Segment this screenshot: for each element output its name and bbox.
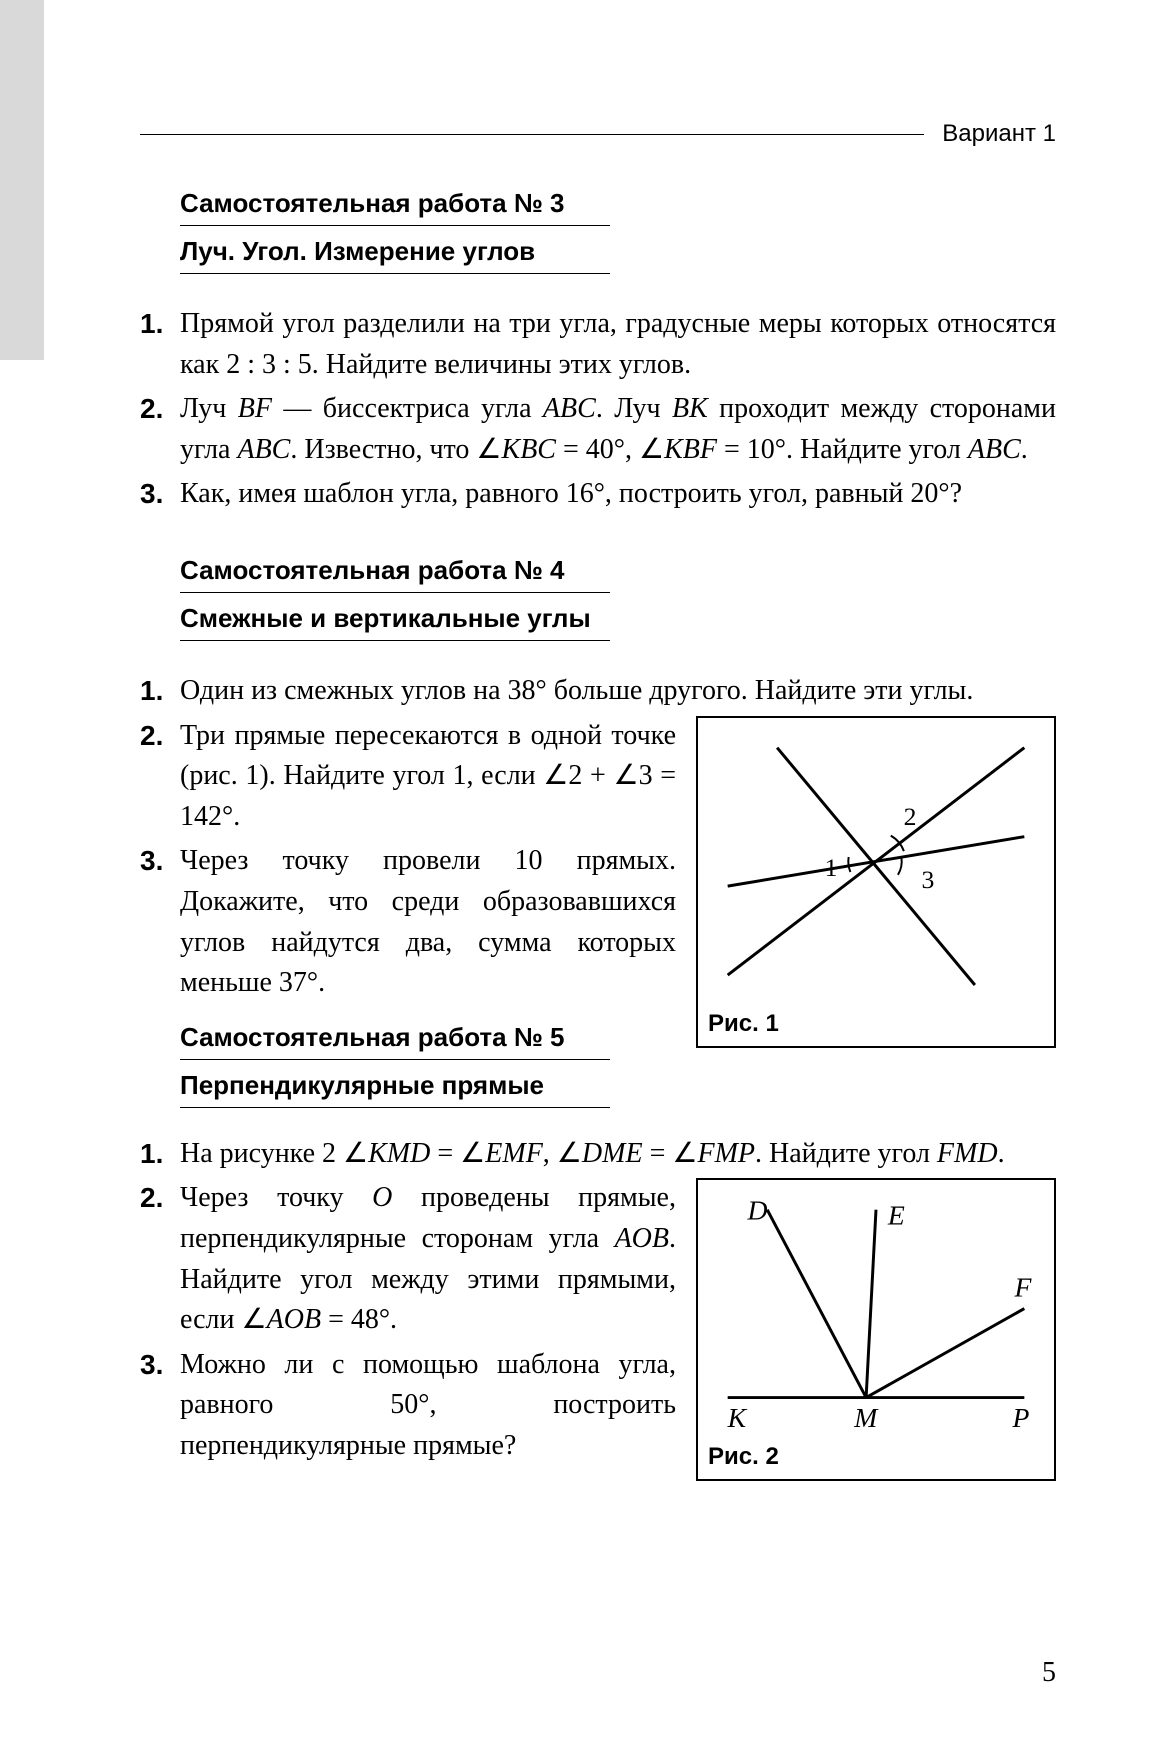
svg-text:F: F — [1013, 1272, 1032, 1303]
problem-number: 2. — [140, 716, 180, 838]
problem-text: Как, имея шаблон угла, равного 16°, пост… — [180, 474, 1056, 515]
figure-1: 1 2 3 Рис. 1 — [696, 716, 1056, 1049]
svg-text:E: E — [887, 1200, 905, 1231]
problem: 2. Три прямые пересекаются в одной точке… — [140, 716, 676, 838]
svg-text:1: 1 — [825, 853, 838, 882]
section-topic: Смежные и вертикальные углы — [180, 603, 610, 641]
problem-number: 3. — [140, 841, 180, 1003]
problem-text: Можно ли с помощью шаблона угла, равного… — [180, 1345, 676, 1467]
problem-number: 3. — [140, 1345, 180, 1467]
section-topic: Перпендикулярные прямые — [180, 1070, 610, 1108]
figure-caption: Рис. 2 — [698, 1437, 1054, 1479]
problem-number: 1. — [140, 1134, 180, 1175]
svg-text:P: P — [1011, 1403, 1029, 1434]
problem-text: Через точку провели 10 прямых. Докажите,… — [180, 841, 676, 1003]
section-4: Самостоятельная работа № 4 Смежные и вер… — [180, 555, 1056, 641]
svg-text:M: M — [853, 1403, 879, 1434]
section-3: Самостоятельная работа № 3 Луч. Угол. Из… — [180, 188, 1056, 274]
problem-number: 2. — [140, 389, 180, 470]
problem: 3. Через точку провели 10 прямых. Докажи… — [140, 841, 676, 1003]
problems-with-figure-2: 2. Через точку O проведены прямые, перпе… — [140, 1178, 1056, 1481]
problem: 2. Луч BF — биссектриса угла ABC. Луч BK… — [140, 389, 1056, 470]
problem: 2. Через точку O проведены прямые, перпе… — [140, 1178, 676, 1340]
page-header: Вариант 1 — [140, 120, 1056, 148]
problem: 1. На рисунке 2 ∠KMD = ∠EMF, ∠DME = ∠FMP… — [140, 1134, 1056, 1175]
problem: 3. Можно ли с помощью шаблона угла, равн… — [140, 1345, 676, 1467]
section-title: Самостоятельная работа № 3 — [180, 188, 610, 226]
page: Вариант 1 Самостоятельная работа № 3 Луч… — [0, 0, 1166, 1749]
section-4-problems: 1. Один из смежных углов на 38° больше д… — [140, 671, 1056, 1108]
svg-text:2: 2 — [904, 801, 917, 830]
figure-2: K M P D E F Рис. 2 — [696, 1178, 1056, 1481]
text-column: 2. Через точку O проведены прямые, перпе… — [140, 1178, 676, 1470]
figure-caption: Рис. 1 — [698, 1004, 1054, 1046]
section-5-problems: 1. На рисунке 2 ∠KMD = ∠EMF, ∠DME = ∠FMP… — [140, 1134, 1056, 1482]
problem-number: 1. — [140, 671, 180, 712]
svg-text:K: K — [727, 1403, 748, 1434]
section-5: Самостоятельная работа № 5 Перпендикуляр… — [180, 1022, 676, 1108]
problem-number: 3. — [140, 474, 180, 515]
text-column: 2. Три прямые пересекаются в одной точке… — [140, 716, 676, 1108]
svg-text:D: D — [746, 1195, 767, 1226]
section-3-problems: 1. Прямой угол разделили на три угла, гр… — [140, 304, 1056, 515]
section-title: Самостоятельная работа № 5 — [180, 1022, 610, 1060]
problem: 3. Как, имея шаблон угла, равного 16°, п… — [140, 474, 1056, 515]
page-number: 5 — [1042, 1657, 1056, 1689]
figure-1-svg: 1 2 3 — [698, 718, 1054, 1005]
problem: 1. Прямой угол разделили на три угла, гр… — [140, 304, 1056, 385]
problem-number: 1. — [140, 304, 180, 385]
problem-text: Через точку O проведены прямые, перпенди… — [180, 1178, 676, 1340]
problem-text: Луч BF — биссектриса угла ABC. Луч BK пр… — [180, 389, 1056, 470]
problem-text: Прямой угол разделили на три угла, граду… — [180, 304, 1056, 385]
problems-with-figure: 2. Три прямые пересекаются в одной точке… — [140, 716, 1056, 1108]
left-margin-bar — [0, 0, 44, 360]
problem-number: 2. — [140, 1178, 180, 1340]
problem-text: Три прямые пересекаются в одной точке (р… — [180, 716, 676, 838]
header-rule — [140, 134, 924, 135]
section-title: Самостоятельная работа № 4 — [180, 555, 610, 593]
figure-2-svg: K M P D E F — [698, 1180, 1054, 1437]
problem-text: Один из смежных углов на 38° больше друг… — [180, 671, 1056, 712]
svg-text:3: 3 — [921, 865, 934, 894]
section-topic: Луч. Угол. Измерение углов — [180, 236, 610, 274]
problem: 1. Один из смежных углов на 38° больше д… — [140, 671, 1056, 712]
problem-text: На рисунке 2 ∠KMD = ∠EMF, ∠DME = ∠FMP. Н… — [180, 1134, 1056, 1175]
variant-label: Вариант 1 — [924, 120, 1056, 148]
